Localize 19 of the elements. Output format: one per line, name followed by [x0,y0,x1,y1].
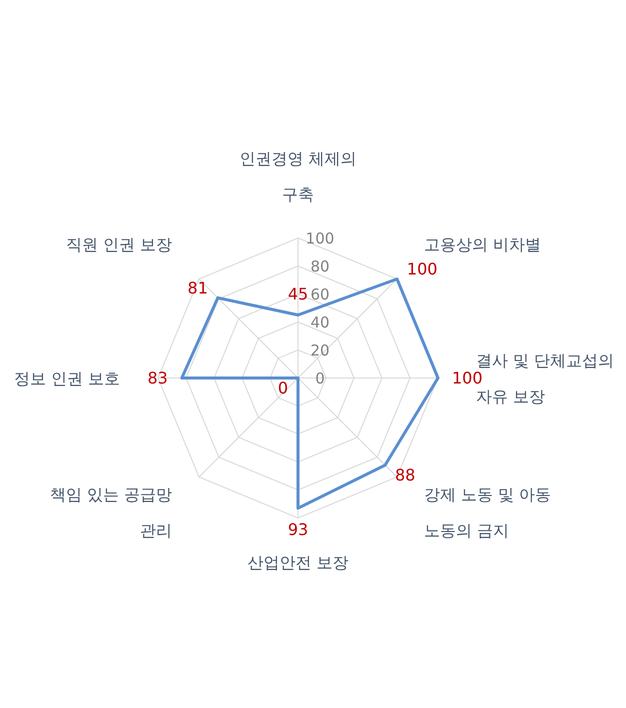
spoke-label: 산업안전 보장 [247,553,349,572]
data-label: 83 [147,368,168,388]
spoke-label: 책임 있는 공급망 관리 [50,484,172,540]
spoke-label: 강제 노동 및 아동 노동의 금지 [424,484,552,540]
spoke-label: 직원 인권 보장 [66,235,172,254]
data-label: 45 [288,284,308,304]
y-tick-label: 40 [310,313,330,332]
data-label: 100 [452,368,483,388]
data-label: 93 [288,520,308,539]
y-tick-label: 60 [310,285,330,304]
spoke-label: 인권경영 체제의 구축 [239,149,357,204]
spoke-label: 고용상의 비차별 [424,235,541,254]
data-label: 100 [406,260,438,279]
data-label: 88 [395,466,416,485]
spoke-label: 정보 인권 보호 [14,369,120,388]
data-label: 81 [188,278,208,298]
y-tick-label: 80 [310,257,330,276]
y-tick-label: 20 [310,341,330,360]
y-tick-label: 100 [306,229,334,248]
